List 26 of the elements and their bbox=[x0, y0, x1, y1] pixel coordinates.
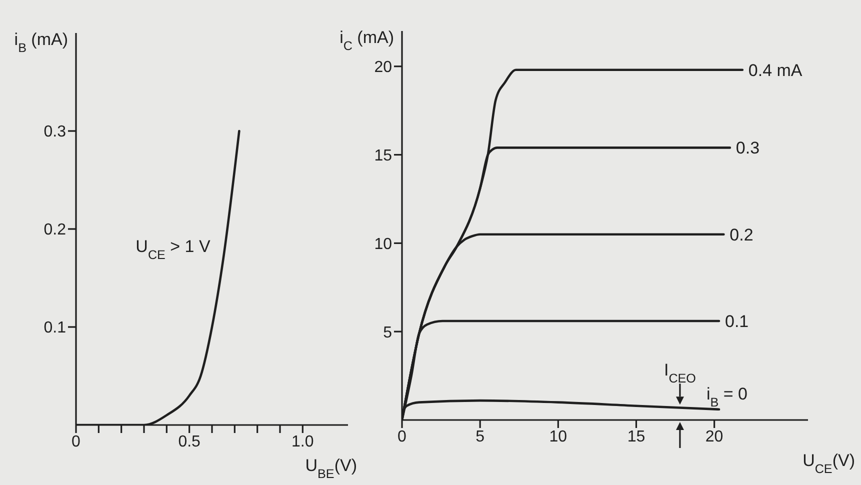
x-tick-label: 0 bbox=[398, 428, 407, 446]
y-tick-label: 15 bbox=[374, 147, 392, 164]
x-tick-label: 10 bbox=[549, 428, 568, 446]
annotation: I$_{CEO}$ bbox=[664, 360, 696, 386]
y-tick-label: 0.3 bbox=[44, 124, 66, 141]
x-tick-label: 5 bbox=[476, 428, 485, 446]
y-axis-title: i$_{C}$ (mA) bbox=[340, 28, 394, 53]
x-tick-label: 0 bbox=[72, 433, 81, 450]
x-tick-label: 1.0 bbox=[292, 433, 314, 450]
y-tick-label: 0.1 bbox=[44, 320, 66, 337]
x-axis-title: U$_{CE}$(V) bbox=[802, 451, 855, 476]
x-tick-label: 0.5 bbox=[178, 433, 201, 450]
y-tick-label: 0.2 bbox=[44, 222, 66, 239]
x-axis-title: U$_{BE}$(V) bbox=[305, 456, 357, 481]
legend-label: i$_{B}$ = 0 bbox=[706, 384, 748, 410]
series-label: 0.1 bbox=[724, 312, 749, 331]
x-tick-label: 15 bbox=[627, 428, 646, 446]
annotation: U$_{CE}$ > 1 V bbox=[136, 237, 211, 262]
series-label: 0.4 mA bbox=[748, 60, 803, 80]
y-tick-label: 5 bbox=[383, 324, 392, 342]
series-label: 0.3 bbox=[736, 138, 760, 158]
y-tick-label: 20 bbox=[374, 59, 392, 76]
x-tick-label: 20 bbox=[705, 428, 724, 446]
y-axis-title: i$_{B}$ (mA) bbox=[14, 30, 68, 55]
y-tick-label: 10 bbox=[374, 236, 392, 253]
series-label: 0.2 bbox=[730, 225, 754, 244]
